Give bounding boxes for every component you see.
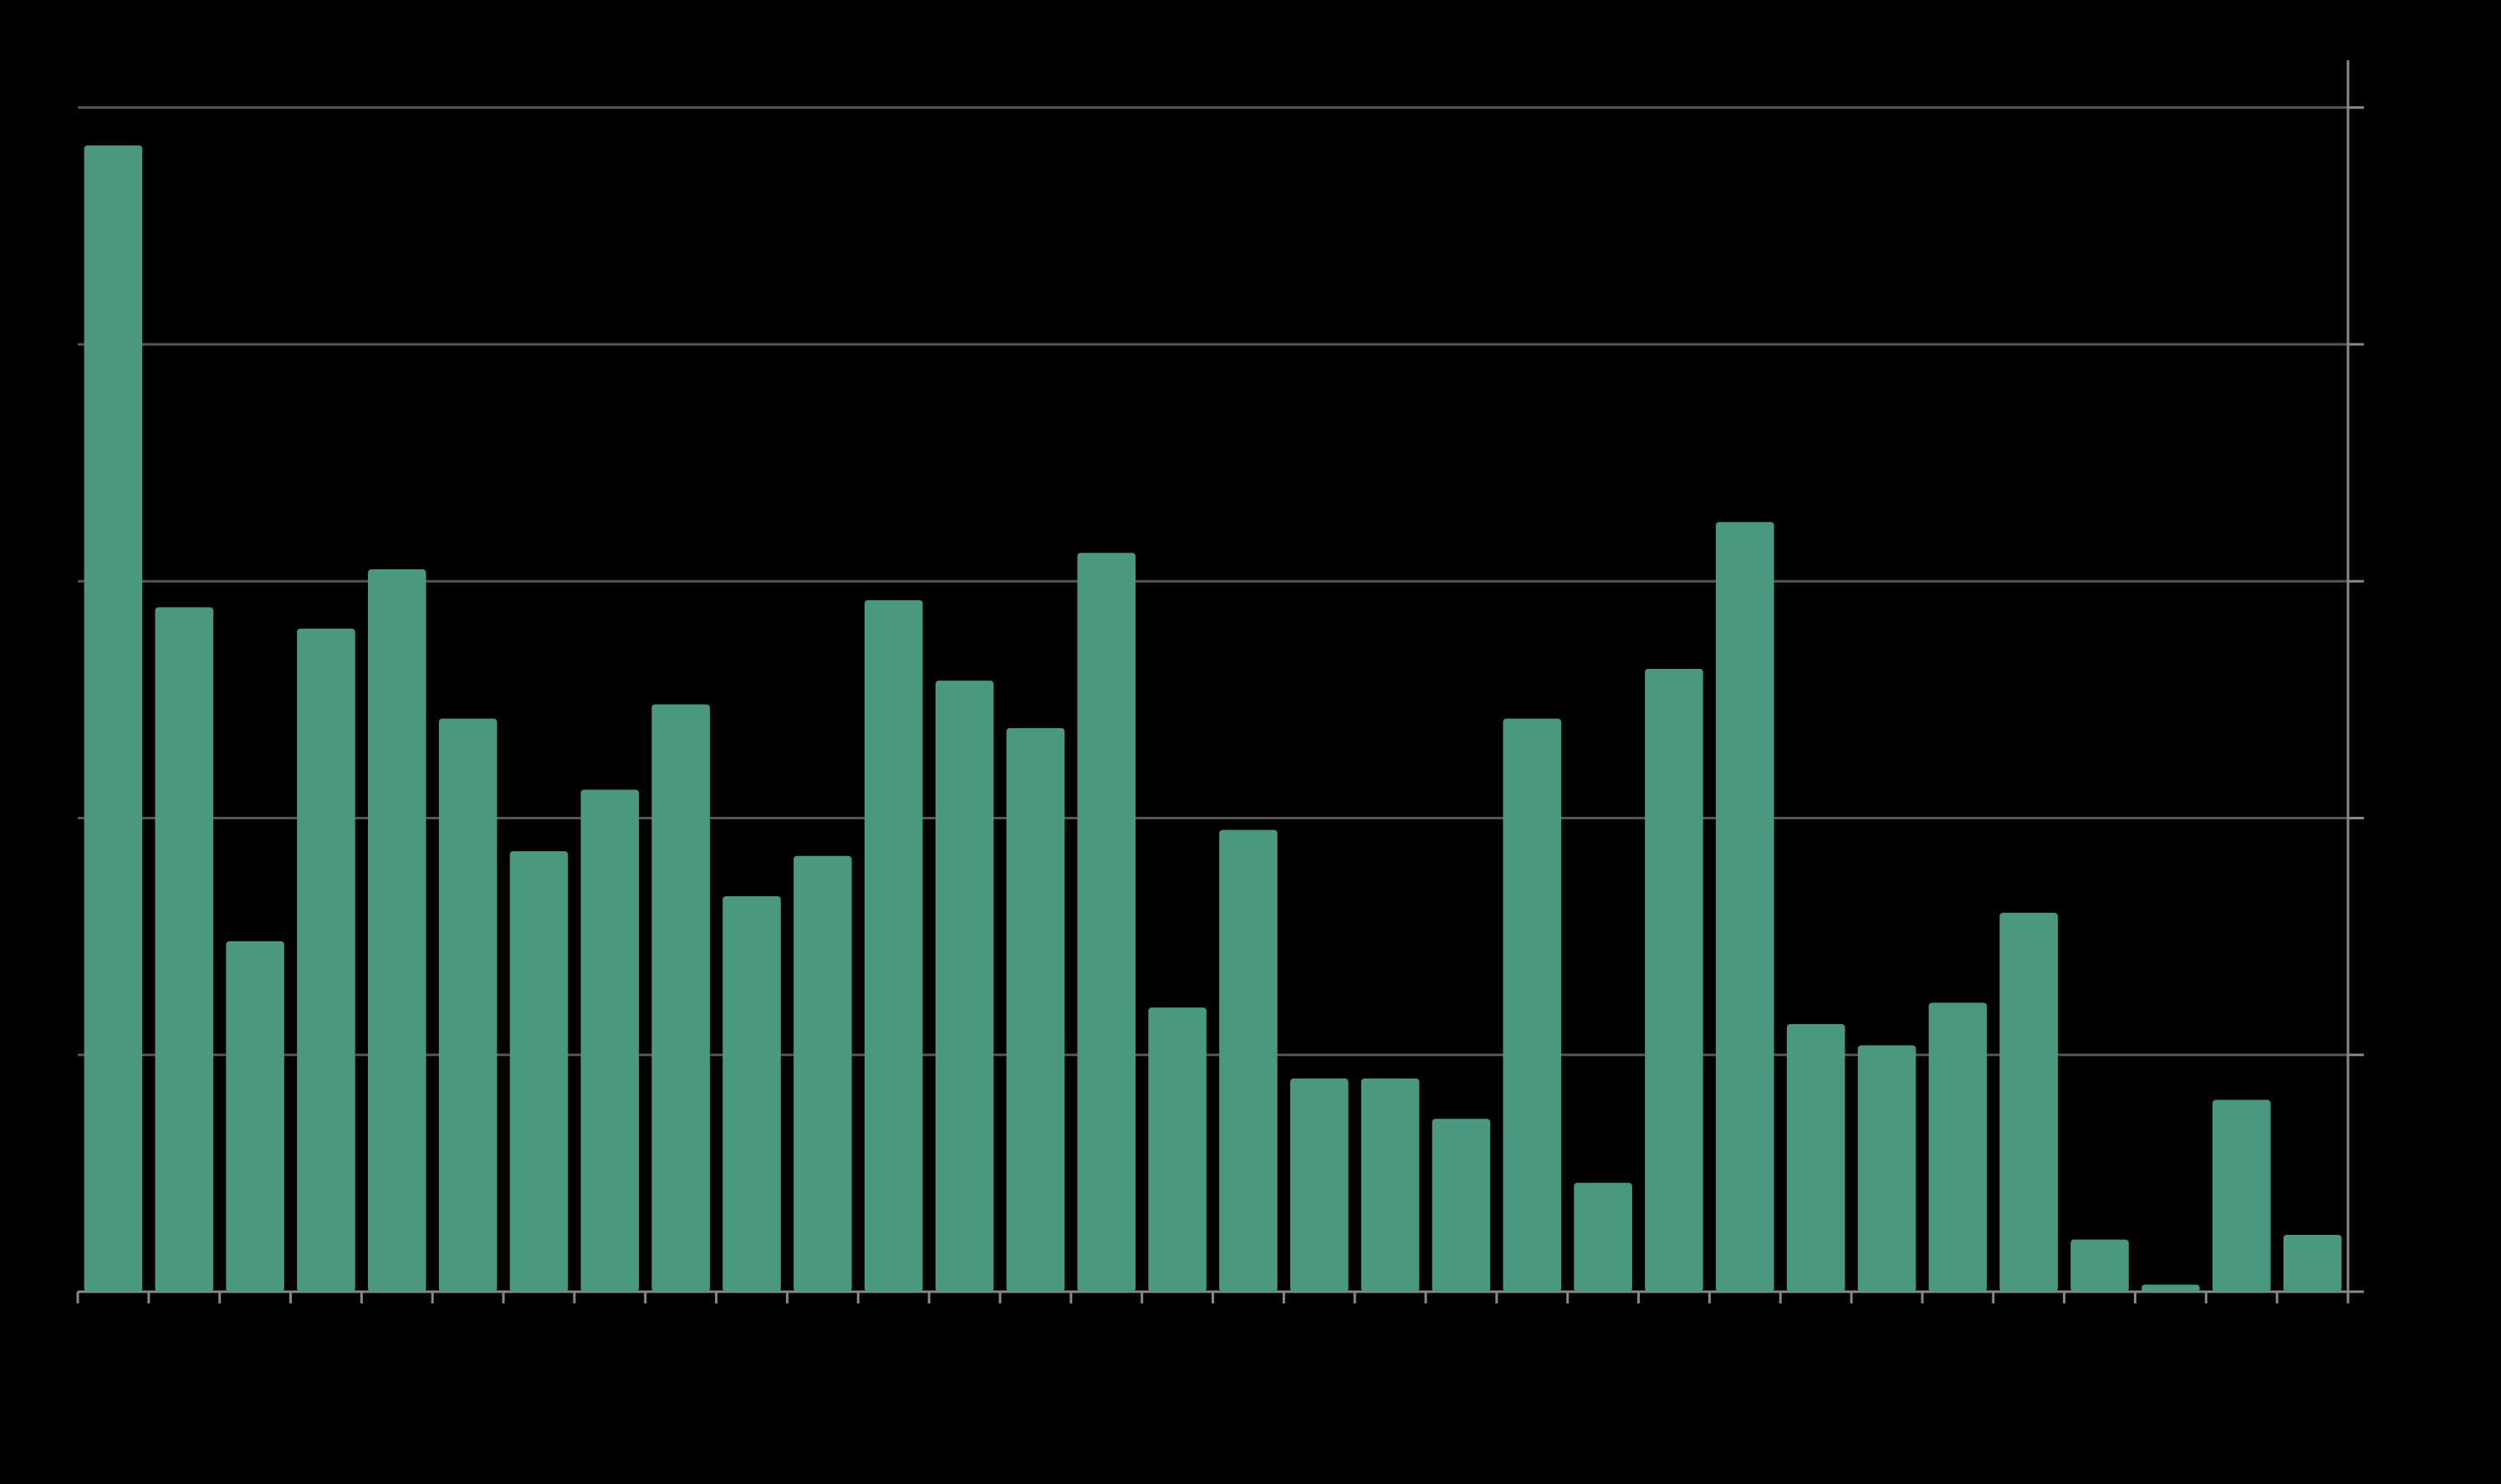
bar (1289, 1079, 1349, 1292)
bar (2212, 1099, 2271, 1292)
bar (1786, 1023, 1845, 1292)
bar (651, 704, 710, 1292)
bar (864, 599, 923, 1292)
bar (509, 851, 569, 1292)
bar (2283, 1235, 2342, 1292)
y-tick-label: 1 (2373, 1040, 2388, 1068)
y-tick-label: 4 (2373, 329, 2388, 357)
bar (297, 628, 355, 1292)
bar (2141, 1284, 2200, 1292)
bar (1999, 912, 2058, 1292)
bar (722, 895, 781, 1292)
y-tick-label: 5 (2373, 93, 2388, 120)
bar (794, 855, 852, 1292)
bar (1219, 829, 1278, 1292)
bar (1503, 718, 1562, 1292)
bar (1432, 1119, 1491, 1292)
bar (935, 681, 994, 1292)
bar (84, 145, 143, 1292)
bar (1645, 669, 1703, 1292)
y-tick-label: 0 (2373, 1277, 2388, 1304)
bar (580, 789, 640, 1292)
bar (1716, 522, 1774, 1292)
y-tick-label: 3 (2373, 566, 2388, 594)
bar (1928, 1002, 1988, 1292)
bar (1857, 1045, 1917, 1292)
bar (226, 941, 284, 1292)
bar (155, 607, 214, 1292)
bar (1006, 727, 1065, 1292)
bar (1574, 1182, 1632, 1292)
bar (1077, 553, 1136, 1292)
bar (1148, 1007, 1207, 1292)
bar (438, 718, 498, 1292)
y-tick-label: 2 (2373, 803, 2388, 830)
bar (368, 569, 426, 1292)
bar (2070, 1239, 2129, 1292)
bar (1360, 1079, 1420, 1292)
